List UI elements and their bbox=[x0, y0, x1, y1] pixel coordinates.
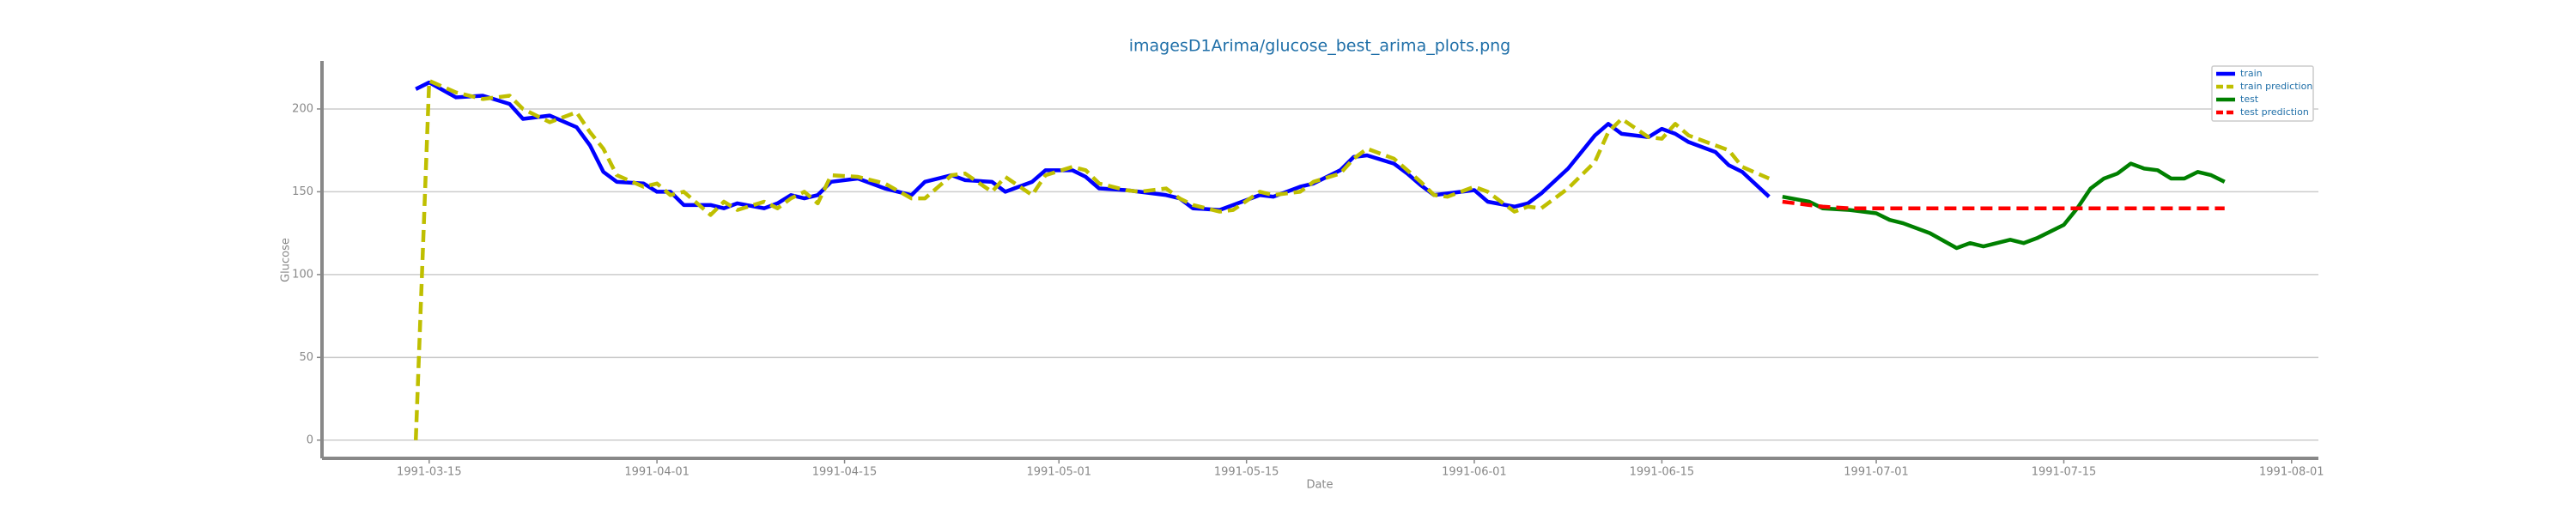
x-tick-label: 1991-06-15 bbox=[1630, 466, 1695, 479]
y-tick-label: 200 bbox=[292, 102, 313, 115]
x-tick-label: 1991-08-01 bbox=[2259, 466, 2324, 479]
x-tick-label: 1991-05-01 bbox=[1026, 466, 1091, 479]
y-axis-label: Glucose bbox=[280, 238, 293, 282]
x-axis-label: Date bbox=[1306, 479, 1333, 492]
legend-label: test bbox=[2240, 94, 2259, 105]
legend-label: test prediction bbox=[2240, 106, 2309, 118]
chart-title: imagesD1Arima/glucose_best_arima_plots.p… bbox=[1129, 37, 1510, 56]
x-tick-label: 1991-03-15 bbox=[397, 466, 462, 479]
legend-box bbox=[2211, 65, 2314, 122]
series-line bbox=[413, 78, 1771, 440]
series-line bbox=[415, 80, 1771, 212]
series-line bbox=[1782, 199, 2225, 210]
x-tick-label: 1991-06-01 bbox=[1442, 466, 1507, 479]
series-line bbox=[1782, 161, 2226, 251]
y-tick-label: 50 bbox=[299, 351, 313, 364]
x-tick-label: 1991-07-15 bbox=[2032, 466, 2097, 479]
x-tick-label: 1991-04-01 bbox=[624, 466, 690, 479]
y-tick-label: 100 bbox=[292, 268, 313, 281]
y-tick-label: 0 bbox=[307, 433, 313, 446]
x-tick-label: 1991-04-15 bbox=[812, 466, 878, 479]
legend-label: train bbox=[2240, 68, 2263, 79]
x-tick-label: 1991-05-15 bbox=[1214, 466, 1279, 479]
x-tick-label: 1991-07-01 bbox=[1844, 466, 1909, 479]
y-tick-label: 150 bbox=[292, 185, 313, 198]
legend-label: train prediction bbox=[2240, 81, 2312, 92]
